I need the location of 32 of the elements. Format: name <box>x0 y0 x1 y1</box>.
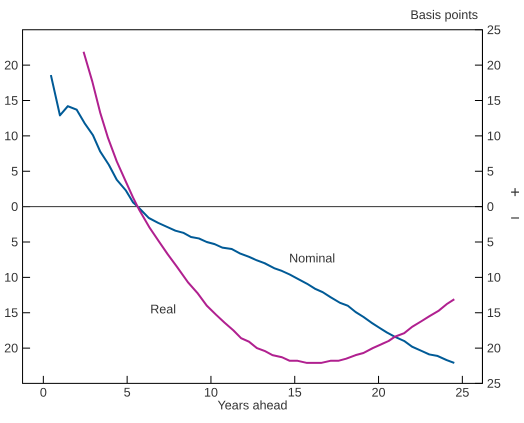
y2-tick-label: 15 <box>488 308 500 317</box>
y-tick-label: 15 <box>5 96 18 105</box>
x-tick-label: 0 <box>40 388 46 397</box>
y2-tick-label: 0 <box>487 202 494 211</box>
y2-tick-label: 20 <box>488 344 500 352</box>
y2-tick-label: 15 <box>488 96 500 105</box>
y2-tick-label: 25 <box>488 25 500 34</box>
y2-tick-label: 5 <box>487 166 494 176</box>
y2-tick-label: 25 <box>488 378 500 388</box>
y-tick-label: 5 <box>12 166 18 176</box>
x-tick-label: 10 <box>204 388 218 397</box>
text: + <box>511 188 520 196</box>
y2-axis-title: Basis points <box>411 10 478 22</box>
text: − <box>511 217 520 218</box>
y-tick-label: 10 <box>5 131 18 140</box>
y-tick-label: 0 <box>12 202 18 211</box>
y2-tick-label: 20 <box>488 60 500 70</box>
x-axis-title: Years ahead <box>218 400 287 410</box>
y-tick-label: 10 <box>5 272 18 282</box>
y2-tick-label: 5 <box>487 238 494 246</box>
y-tick-label: 20 <box>4 60 18 70</box>
series-label: Real <box>151 304 176 314</box>
x-tick-label: 15 <box>288 388 302 397</box>
y-tick-label: 20 <box>4 344 18 352</box>
y2-tick-label: 10 <box>488 272 500 282</box>
x-tick-label: 20 <box>372 388 386 397</box>
y2-tick-label: 10 <box>488 131 500 140</box>
series-label: Nominal <box>290 253 334 262</box>
y-tick-label: 5 <box>12 238 18 246</box>
y-tick-label: 15 <box>5 308 18 317</box>
x-tick-label: 25 <box>456 388 469 397</box>
x-tick-label: 5 <box>124 388 130 397</box>
